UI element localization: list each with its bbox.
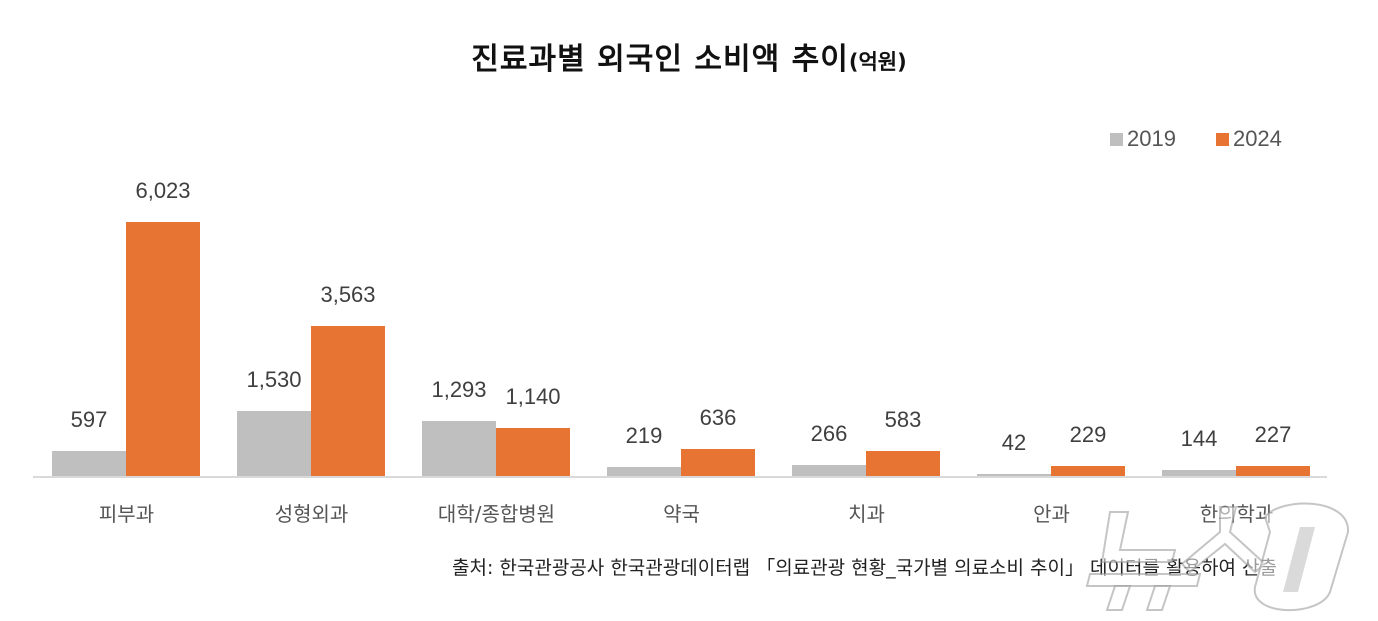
data-label-2019: 266 (810, 421, 848, 446)
legend-item-2019: 2019 (1110, 126, 1176, 152)
bar-2019 (792, 465, 866, 476)
category-label: 치과 (848, 502, 885, 526)
category-label: 대학/종합병원 (437, 502, 556, 526)
data-label-2019: 42 (1001, 430, 1027, 455)
data-label-2024: 3,563 (320, 282, 376, 307)
bar-2024 (311, 326, 385, 476)
bar-2024 (496, 428, 570, 476)
source-note: 출처: 한국관광공사 한국관광데이터랩 「의료관광 현황_국가별 의료소비 추이… (452, 557, 1277, 579)
bar-2019 (237, 411, 311, 476)
data-label-2019: 219 (625, 423, 663, 448)
data-label-2024: 583 (884, 407, 922, 432)
data-label-2019: 597 (70, 407, 108, 432)
category-label: 한의학과 (1199, 502, 1274, 526)
legend-swatch-2024 (1215, 132, 1229, 146)
data-label-2024: 229 (1069, 422, 1107, 447)
data-label-2019: 144 (1180, 426, 1218, 451)
legend-item-2024: 2024 (1215, 126, 1282, 152)
legend-swatch-2019 (1110, 132, 1123, 146)
bar-2019 (1162, 470, 1236, 476)
legend-label-2024: 2024 (1232, 126, 1282, 151)
chart-title-unit: (억원) (848, 50, 907, 74)
bar-2019 (607, 467, 681, 476)
legend-label-2019: 2019 (1127, 126, 1176, 151)
category-label: 피부과 (98, 502, 155, 526)
chart-title: 진료과별 외국인 소비액 추이(억원) (0, 34, 1378, 78)
data-label-2024: 6,023 (135, 178, 191, 203)
data-label-2019: 1,530 (246, 367, 302, 392)
category-label: 약국 (663, 502, 700, 526)
legend: 2019 2024 (1110, 126, 1282, 152)
bar-2024 (1236, 466, 1310, 476)
category-label: 안과 (1033, 502, 1070, 526)
data-label-2019: 1,293 (431, 377, 487, 402)
bar-2019 (977, 474, 1051, 476)
bar-2024 (1051, 466, 1125, 476)
data-label-2024: 227 (1254, 422, 1292, 447)
x-axis-line (33, 476, 1327, 478)
bar-2024 (126, 222, 200, 476)
bar-2024 (866, 451, 940, 476)
bar-2019 (52, 451, 126, 476)
bar-2019 (422, 421, 496, 476)
bar-2024 (681, 449, 755, 476)
chart-title-main: 진료과별 외국인 소비액 추이 (471, 42, 849, 77)
category-label: 성형외과 (274, 502, 349, 526)
data-label-2024: 636 (699, 405, 737, 430)
data-label-2024: 1,140 (505, 384, 561, 409)
